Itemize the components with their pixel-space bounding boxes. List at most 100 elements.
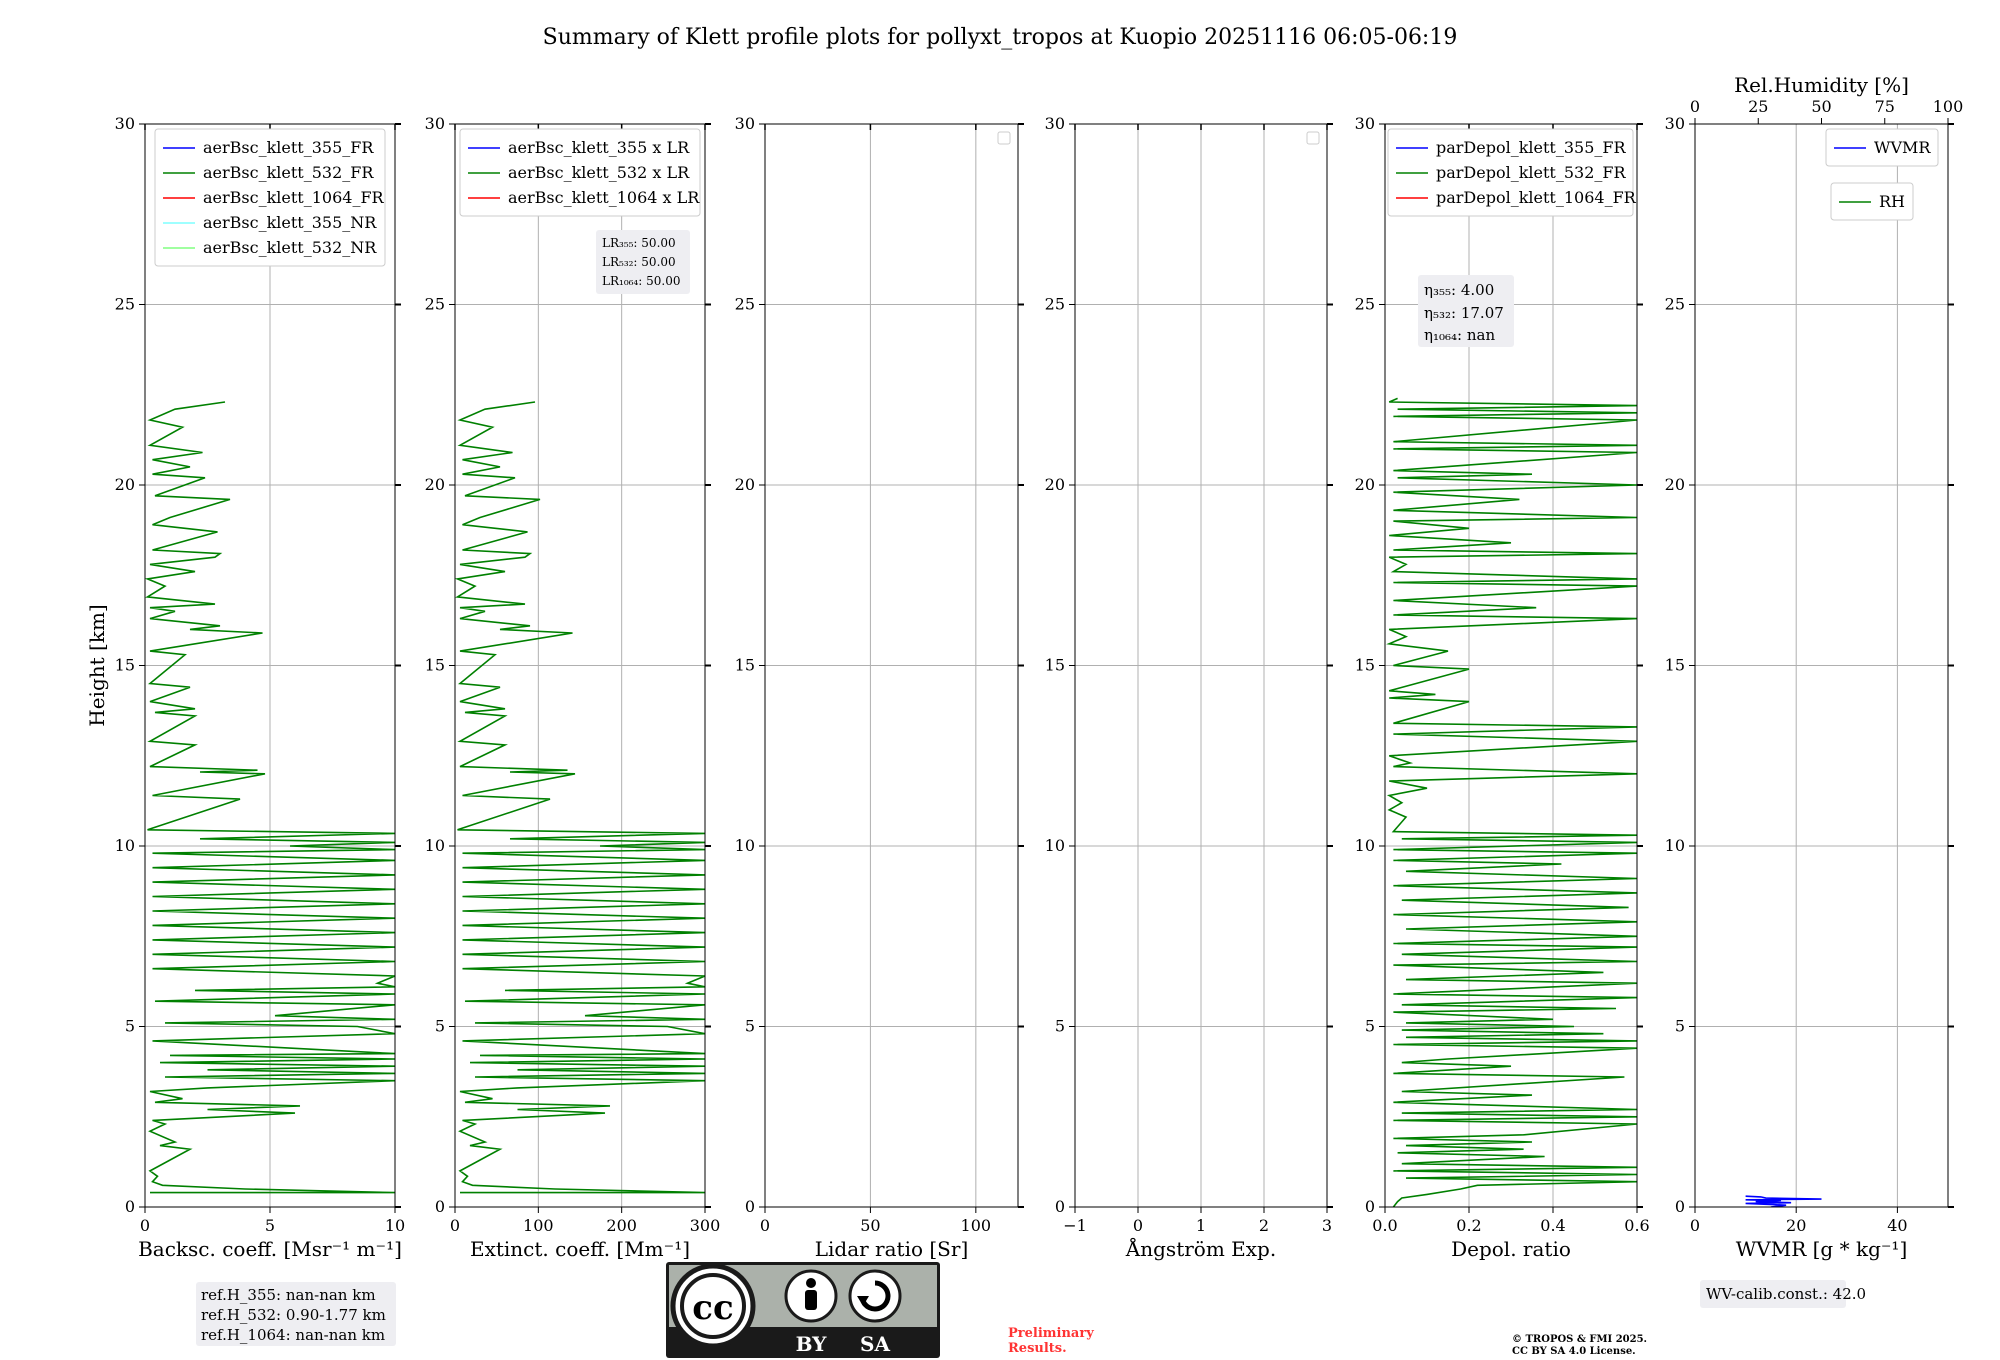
legend-label: aerBsc_klett_532_NR xyxy=(203,238,377,257)
y-tick-label: 25 xyxy=(115,295,135,314)
panel-wvmr: 0 20 40 0 5 10 15 20 25 30 WVMR [g * kg⁻¹] 0 25 50 75 1… xyxy=(1665,73,1964,1261)
legend-label: aerBsc_klett_532 x LR xyxy=(508,163,690,182)
y-tick-label: 5 xyxy=(435,1017,445,1036)
y-tick-label: 0 xyxy=(1055,1197,1065,1216)
refh-355: ref.H_355: nan-nan km xyxy=(201,1286,376,1304)
y-tick-label: 30 xyxy=(115,114,135,133)
series-line-parDepol_klett_532_FR xyxy=(1386,397,1637,1207)
legend-label: parDepol_klett_355_FR xyxy=(1436,138,1627,157)
refh-532: ref.H_532: 0.90-1.77 km xyxy=(201,1306,386,1324)
cc-mark: cc xyxy=(692,1288,733,1328)
lr-355: LR₃₅₅: 50.00 xyxy=(602,236,676,250)
series-line-aerBsc_klett_532 x LR xyxy=(455,401,705,1194)
lr-532: LR₅₃₂: 50.00 xyxy=(602,255,676,269)
x2-axis-title: Rel.Humidity [%] xyxy=(1734,73,1909,97)
y-tick-label: 30 xyxy=(1045,114,1065,133)
y-tick-label: 20 xyxy=(115,475,135,494)
legend: aerBsc_klett_355 x LR aerBsc_klett_532 x … xyxy=(459,128,701,217)
y-tick-label: 30 xyxy=(1355,114,1375,133)
legend-label: aerBsc_klett_355_NR xyxy=(203,213,377,232)
legend-label: RH xyxy=(1879,192,1905,211)
x-axis-title: WVMR [g * kg⁻¹] xyxy=(1736,1237,1908,1261)
y-tick-label: 10 xyxy=(1045,836,1065,855)
x-tick-label: 0 xyxy=(140,1216,150,1235)
x-tick-label: 0 xyxy=(1690,1216,1700,1235)
x2-tick-label: 50 xyxy=(1811,97,1831,116)
lr-1064: LR₁₀₆₄: 50.00 xyxy=(602,274,680,288)
refh-1064: ref.H_1064: nan-nan km xyxy=(201,1326,385,1344)
y-tick-label: 10 xyxy=(115,836,135,855)
legend-label: parDepol_klett_532_FR xyxy=(1436,163,1627,182)
legend-label: aerBsc_klett_532_FR xyxy=(203,163,374,182)
copyright-note: © TROPOS & FMI 2025. CC BY SA 4.0 Licens… xyxy=(1512,1334,1647,1357)
legend-label: aerBsc_klett_1064_FR xyxy=(203,188,385,207)
y-tick-label: 5 xyxy=(1365,1017,1375,1036)
empty-legend xyxy=(1306,131,1320,145)
x2-tick-label: 25 xyxy=(1748,97,1768,116)
by-label: BY xyxy=(796,1332,828,1356)
eta-box: η₃₅₅: 4.00 η₅₃₂: 17.07 η₁₀₆₄: nan xyxy=(1418,275,1514,347)
x2-tick-label: 100 xyxy=(1933,97,1964,116)
y-tick-label: 20 xyxy=(1355,475,1375,494)
y-tick-label: 0 xyxy=(125,1197,135,1216)
eta-532: η₅₃₂: 17.07 xyxy=(1424,304,1504,322)
eta-355: η₃₅₅: 4.00 xyxy=(1424,281,1494,299)
y-tick-label: 25 xyxy=(735,295,755,314)
x-axis-title: Backsc. coeff. [Msr⁻¹ m⁻¹] xyxy=(138,1237,402,1261)
x-tick-label: 0 xyxy=(1133,1216,1143,1235)
copyright-line1: © TROPOS & FMI 2025. xyxy=(1512,1334,1647,1345)
x-tick-label: −1 xyxy=(1063,1216,1087,1235)
y-tick-label: 5 xyxy=(745,1017,755,1036)
cc-license-badge[interactable]: cc BY SA xyxy=(666,1262,940,1358)
panel-lidar_ratio: 0 50 100 0 5 10 15 20 25 30 Lidar ratio [Sr] xyxy=(735,114,1024,1261)
x-tick-label: 100 xyxy=(961,1216,992,1235)
y-tick-label: 30 xyxy=(425,114,445,133)
y-tick-label: 10 xyxy=(1355,836,1375,855)
x-tick-label: 0.4 xyxy=(1540,1216,1565,1235)
x-tick-label: 200 xyxy=(606,1216,637,1235)
y-tick-label: 0 xyxy=(1675,1197,1685,1216)
y-tick-label: 15 xyxy=(115,656,135,675)
wv-calib-text: WV-calib.const.: 42.0 xyxy=(1706,1285,1866,1303)
y-tick-label: 0 xyxy=(435,1197,445,1216)
y-tick-label: 5 xyxy=(125,1017,135,1036)
panel-depol: 0.0 0.2 0.4 0.6 0 5 10 15 20 25 30 Depol. ratio parD… xyxy=(1355,114,1650,1261)
eta-1064: η₁₀₆₄: nan xyxy=(1424,326,1495,344)
sa-label: SA xyxy=(860,1332,890,1356)
y-tick-label: 30 xyxy=(735,114,755,133)
y-tick-label: 10 xyxy=(735,836,755,855)
legend-label: aerBsc_klett_1064 x LR xyxy=(508,188,700,207)
series-line-aerBsc_klett_532_FR xyxy=(145,401,395,1194)
lr-box: LR₃₅₅: 50.00 LR₅₃₂: 50.00 LR₁₀₆₄: 50.00 xyxy=(596,230,690,294)
x-tick-label: 300 xyxy=(690,1216,721,1235)
preliminary-line2: Results. xyxy=(1008,1341,1067,1356)
y-tick-label: 15 xyxy=(1045,656,1065,675)
y-tick-label: 25 xyxy=(1045,295,1065,314)
legend-frame xyxy=(459,128,701,217)
x-tick-label: 0.2 xyxy=(1456,1216,1481,1235)
x-tick-label: 40 xyxy=(1887,1216,1907,1235)
x2-tick-label: 75 xyxy=(1875,97,1895,116)
legend: WVMR xyxy=(1825,128,1939,167)
y-tick-label: 25 xyxy=(1355,295,1375,314)
legend: aerBsc_klett_355_FR aerBsc_klett_532_FRae… xyxy=(154,128,386,267)
x-axis-title: Lidar ratio [Sr] xyxy=(815,1237,969,1261)
preliminary-note: Preliminary Results. xyxy=(1008,1326,1094,1356)
y-tick-label: 15 xyxy=(1355,656,1375,675)
sa-share-alike-icon xyxy=(848,1269,902,1323)
y-tick-label: 20 xyxy=(735,475,755,494)
legend-label: parDepol_klett_1064_FR xyxy=(1436,188,1637,207)
panel-extinction: 0 100 200 300 0 5 10 15 20 25 30 Extinct. coeff. [M… xyxy=(425,114,721,1261)
x-tick-label: 5 xyxy=(265,1216,275,1235)
x-tick-label: 0 xyxy=(450,1216,460,1235)
wv-calib-box: WV-calib.const.: 42.0 xyxy=(1700,1280,1866,1308)
y-tick-label: 20 xyxy=(1665,475,1685,494)
y-tick-label: 20 xyxy=(425,475,445,494)
x-tick-label: 3 xyxy=(1322,1216,1332,1235)
legend-frame xyxy=(1387,128,1634,217)
x2-tick-label: 0 xyxy=(1690,97,1700,116)
legend-rh: RH xyxy=(1830,182,1914,221)
